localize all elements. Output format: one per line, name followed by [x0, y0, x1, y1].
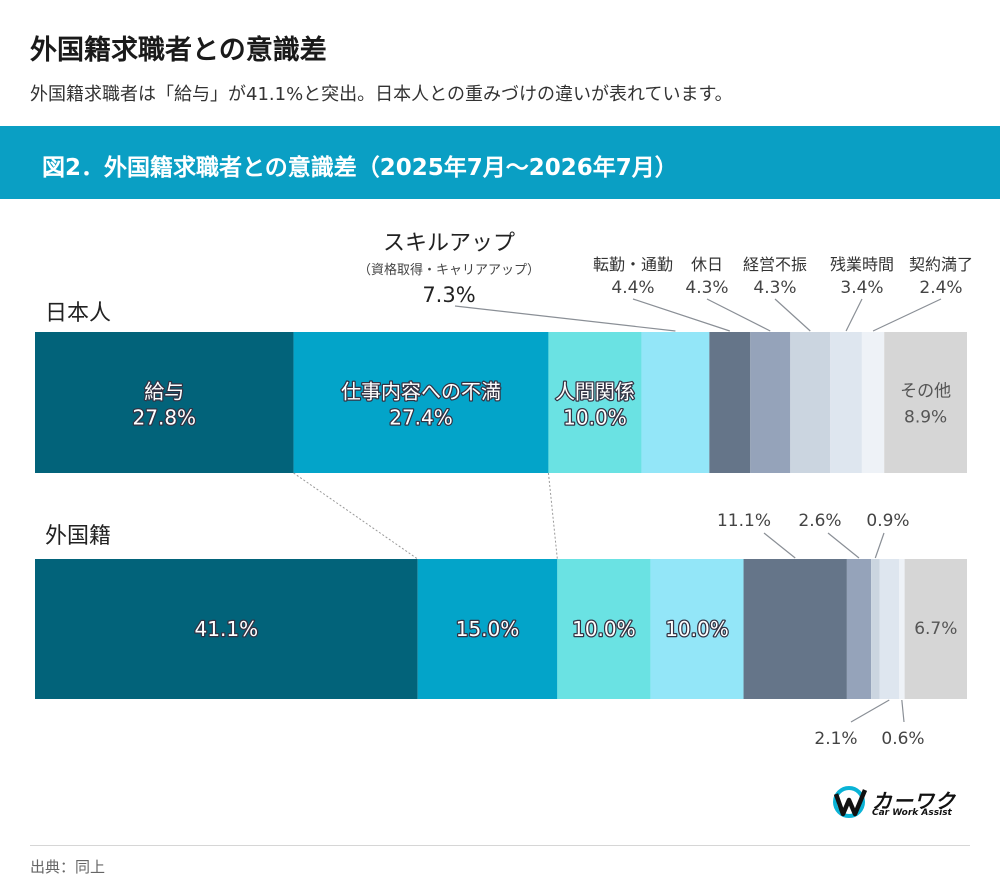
- bar-segment: [417, 559, 558, 699]
- bar-segment: [650, 559, 744, 699]
- data-label: 3.4%: [840, 278, 883, 298]
- data-label: 27.4%: [389, 406, 453, 430]
- category-note: （資格取得・キャリアアップ）: [358, 262, 540, 278]
- bar-segment: [871, 559, 880, 699]
- bar-segment: [35, 559, 418, 699]
- data-label: 15.0%: [456, 617, 520, 641]
- data-label: 2.1%: [814, 729, 857, 749]
- bar-segment: [557, 559, 651, 699]
- leader-line: [901, 699, 905, 723]
- bar-segment: [743, 559, 847, 699]
- category-label: 残業時間: [830, 255, 894, 274]
- series-label: 日本人: [45, 301, 111, 326]
- bar-segment: [790, 332, 831, 473]
- data-label: 2.4%: [919, 278, 962, 298]
- category-label: その他: [900, 382, 951, 402]
- data-label: 7.3%: [422, 283, 475, 307]
- figure-caption: 図2．外国籍求職者との意識差（2025年7月〜2026年7月）: [42, 155, 678, 181]
- bar-segment: [750, 332, 791, 473]
- source-note: 出典：同上: [30, 858, 106, 876]
- data-label: 11.1%: [717, 511, 771, 531]
- leader-line: [850, 699, 890, 723]
- bar-segment: [709, 332, 751, 473]
- bar-segment: [641, 332, 710, 473]
- figure-banner: 図2．外国籍求職者との意識差（2025年7月〜2026年7月）: [0, 126, 1000, 199]
- bar-segment: [899, 559, 905, 699]
- leader-line: [872, 298, 942, 332]
- connector-line: [293, 472, 418, 560]
- bar-segment: [548, 332, 642, 473]
- bar-segment: [884, 332, 967, 473]
- footer-divider: [30, 845, 970, 846]
- leader-line: [874, 532, 885, 559]
- stacked-bar-chart: 日本人外国籍給与27.8%仕事内容への不満27.4%人間関係10.0%その他8.…: [35, 231, 973, 749]
- page-title: 外国籍求職者との意識差: [30, 35, 327, 66]
- category-label: 契約満了: [909, 255, 973, 274]
- bar-segment: [846, 559, 872, 699]
- data-label: 0.9%: [866, 511, 909, 531]
- leader-line: [706, 298, 771, 332]
- data-label: 2.6%: [798, 511, 841, 531]
- data-label: 10.0%: [563, 406, 627, 430]
- logo-mark-icon: [833, 786, 868, 818]
- data-label: 4.4%: [611, 278, 654, 298]
- data-label: 10.0%: [665, 617, 729, 641]
- category-label: 人間関係: [555, 380, 635, 404]
- leader-line: [827, 532, 860, 559]
- category-label: スキルアップ: [383, 231, 515, 256]
- bar-segment: [861, 332, 885, 473]
- bar-segment: [904, 559, 967, 699]
- data-label: 27.8%: [133, 406, 197, 430]
- category-label: 仕事内容への不満: [341, 380, 501, 404]
- leader-line: [774, 298, 811, 332]
- category-label: 休日: [691, 255, 723, 274]
- data-label: 4.3%: [753, 278, 796, 298]
- data-label: 41.1%: [195, 617, 259, 641]
- bar-segment: [879, 559, 900, 699]
- leader-line: [454, 305, 676, 332]
- page-subtitle: 外国籍求職者は「給与」が41.1%と突出。日本人との重みづけの違いが表れています…: [30, 84, 733, 105]
- data-label: 4.3%: [685, 278, 728, 298]
- brand-logo: カーワク Car Work Assist: [832, 785, 962, 821]
- data-label: 0.6%: [881, 729, 924, 749]
- leader-line: [845, 298, 863, 332]
- data-label: 8.9%: [904, 408, 947, 428]
- series-label: 外国籍: [45, 524, 111, 549]
- connector-line: [547, 472, 558, 560]
- bar-segment: [830, 332, 862, 473]
- bar-segment: [293, 332, 549, 473]
- logo-name: カーワク: [872, 789, 956, 813]
- data-label: 6.7%: [914, 619, 957, 639]
- category-label: 転勤・通勤: [593, 255, 673, 274]
- leader-line: [632, 298, 731, 332]
- logo-subtitle: Car Work Assist: [872, 808, 952, 818]
- bar-segment: [35, 332, 294, 473]
- category-label: 給与: [144, 380, 184, 404]
- category-label: 経営不振: [743, 255, 807, 274]
- leader-line: [763, 532, 796, 559]
- data-label: 10.0%: [572, 617, 636, 641]
